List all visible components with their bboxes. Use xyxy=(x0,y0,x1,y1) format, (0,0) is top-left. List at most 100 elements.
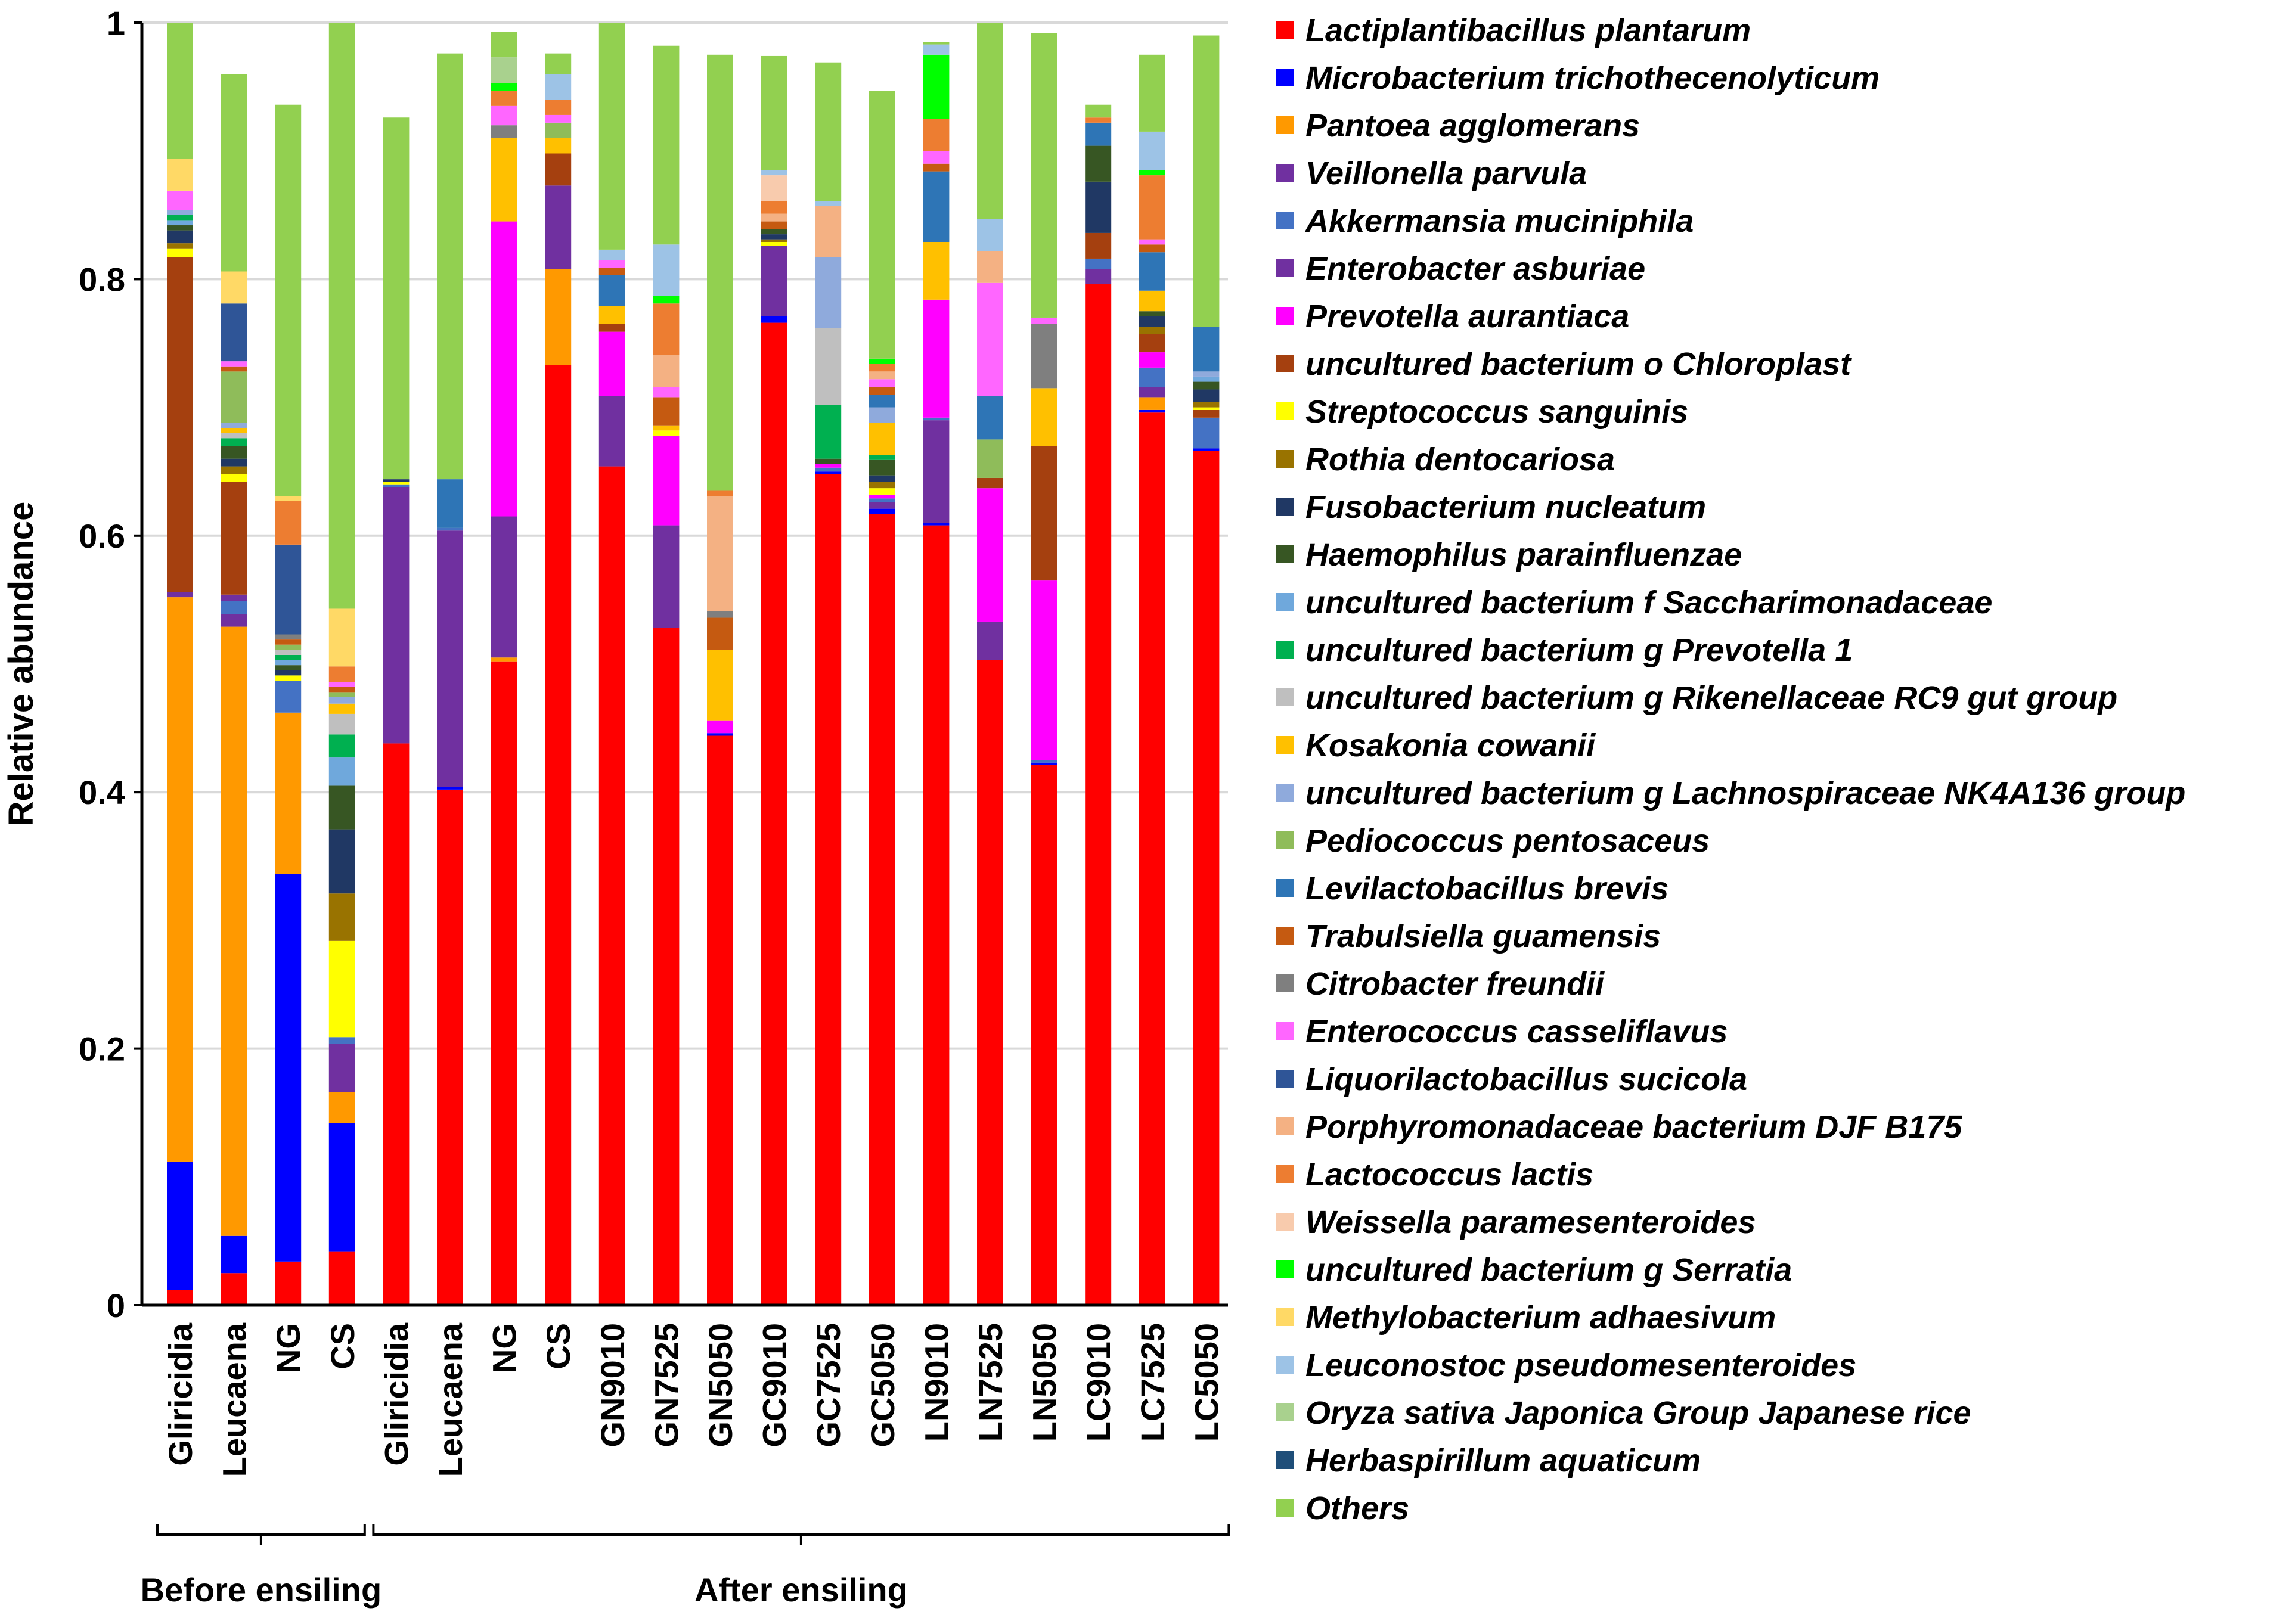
bar-segment xyxy=(328,757,355,786)
group-brackets: Before ensiling After ensiling xyxy=(141,1524,1230,1609)
legend-swatch xyxy=(1276,402,1294,420)
bar-segment xyxy=(1193,417,1220,449)
bar-segment xyxy=(869,407,895,423)
bar-segment xyxy=(167,225,193,231)
legend-label: Liquorilactobacillus sucicola xyxy=(1305,1061,1747,1097)
bar-segment xyxy=(1139,170,1165,176)
bar-stack xyxy=(1031,33,1057,1305)
bar-segment xyxy=(221,474,247,482)
bar-segment xyxy=(275,104,302,496)
bar-segment xyxy=(167,230,193,244)
x-tick-label: GN5050 xyxy=(702,1323,739,1448)
legend-item: Microbacterium trichothecenolyticum xyxy=(1276,60,1880,96)
bar-stack xyxy=(869,91,895,1305)
x-tick-label: LC9010 xyxy=(1080,1323,1117,1442)
bar-segment xyxy=(221,626,247,1236)
legend-swatch xyxy=(1276,498,1294,516)
bar-segment xyxy=(1085,104,1112,118)
bar-segment xyxy=(1139,387,1165,398)
group-bracket xyxy=(372,1524,1230,1536)
legend-label: Lactococcus lactis xyxy=(1305,1157,1593,1193)
bar-segment xyxy=(328,1043,355,1092)
bar-segment xyxy=(977,477,1003,489)
legend-label: uncultured bacterium g Prevotella 1 xyxy=(1305,632,1853,668)
bar-segment xyxy=(977,23,1003,219)
bar-segment xyxy=(328,1092,355,1123)
bar-segment xyxy=(653,355,680,387)
legend-item: Leuconostoc pseudomesenteroides xyxy=(1276,1347,1856,1383)
bar-segment xyxy=(221,438,247,446)
bar-segment xyxy=(977,282,1003,396)
legend-swatch xyxy=(1276,688,1294,706)
bar-segment xyxy=(1139,367,1165,387)
legend-swatch xyxy=(1276,1165,1294,1183)
legend-swatch xyxy=(1276,1403,1294,1421)
bar-segment xyxy=(1139,175,1165,240)
bar-segment xyxy=(275,634,302,640)
bar-segment xyxy=(923,54,950,119)
bar-stacks xyxy=(167,23,1220,1305)
legend-label: Trabulsiella guamensis xyxy=(1305,918,1661,954)
legend-item: Levilactobacillus brevis xyxy=(1276,871,1668,906)
bar-segment xyxy=(1031,446,1057,581)
bar-segment xyxy=(221,1235,247,1274)
bar-segment xyxy=(815,474,842,1305)
bar-segment xyxy=(707,735,733,1305)
legend-swatch xyxy=(1276,1308,1294,1326)
bar-segment xyxy=(1031,760,1057,763)
bar-segment xyxy=(221,446,247,459)
group-bracket xyxy=(156,1524,366,1536)
legend-label: Citrobacter freundii xyxy=(1305,966,1605,1002)
legend-label: Prevotella aurantiaca xyxy=(1305,299,1629,334)
bar-segment xyxy=(815,257,842,328)
bar-segment xyxy=(1031,765,1057,1305)
x-tick-label: Leucaena xyxy=(432,1322,469,1477)
bar-segment xyxy=(761,221,787,229)
bar-segment xyxy=(977,219,1003,251)
bar-segment xyxy=(923,42,950,45)
bar-segment xyxy=(653,525,680,628)
bar-segment xyxy=(977,439,1003,478)
bar-segment xyxy=(328,666,355,682)
gridlines xyxy=(142,21,1228,1050)
bar-segment xyxy=(275,670,302,676)
legend-swatch xyxy=(1276,355,1294,372)
bar-segment xyxy=(815,62,842,201)
bar-segment xyxy=(923,151,950,164)
bar-segment xyxy=(1139,409,1165,413)
bar-segment xyxy=(328,785,355,830)
bar-segment xyxy=(437,789,463,1305)
bar-segment xyxy=(221,482,247,595)
bar-segment xyxy=(977,396,1003,440)
bar-segment xyxy=(1139,412,1165,1305)
bar-stack xyxy=(275,104,302,1305)
bar-segment xyxy=(545,269,572,365)
legend-swatch xyxy=(1276,164,1294,182)
bar-segment xyxy=(545,74,572,100)
bar-segment xyxy=(275,650,302,655)
bar-segment xyxy=(1085,258,1112,269)
x-tick-labels: Gliricidia Leucaena NG CS Gliricidia Leucaena… xyxy=(162,1322,1225,1477)
legend-swatch xyxy=(1276,641,1294,659)
bar-segment xyxy=(707,720,733,734)
bar-segment xyxy=(275,712,302,874)
bar-segment xyxy=(328,608,355,667)
bar-segment xyxy=(383,487,410,744)
bar-segment xyxy=(869,91,895,359)
bar-segment xyxy=(815,467,842,472)
bar-stack xyxy=(598,23,625,1305)
bar-segment xyxy=(869,508,895,514)
x-tick-label: LN9010 xyxy=(917,1323,955,1442)
bar-segment xyxy=(491,138,517,222)
bar-segment xyxy=(1139,397,1165,410)
bar-segment xyxy=(1193,376,1220,382)
bar-segment xyxy=(328,703,355,714)
bar-segment xyxy=(653,425,680,431)
bar-segment xyxy=(923,171,950,242)
bar-segment xyxy=(1085,181,1112,233)
bar-segment xyxy=(815,458,842,464)
bar-segment xyxy=(869,475,895,482)
legend-swatch xyxy=(1276,1451,1294,1469)
legend-swatch xyxy=(1276,1117,1294,1135)
